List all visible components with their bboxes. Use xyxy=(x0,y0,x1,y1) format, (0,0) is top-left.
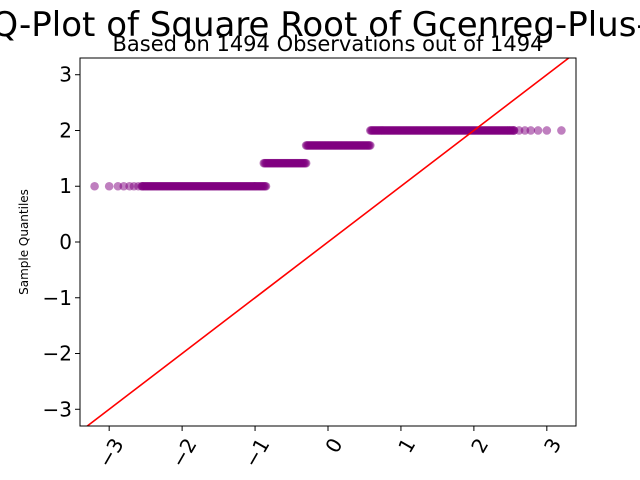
y-tick-label: 0 xyxy=(59,230,72,254)
y-axis: −3 −2 −1 0 1 2 3 xyxy=(43,63,80,421)
y-tick-label: −1 xyxy=(43,286,72,310)
x-axis: −3 −2 −1 0 1 2 3 xyxy=(93,426,566,472)
y-tick-label: 1 xyxy=(59,174,72,198)
scatter-points xyxy=(90,126,566,191)
x-tick-label: −2 xyxy=(166,434,202,472)
x-tick-label: 1 xyxy=(393,434,420,457)
y-tick-label: 2 xyxy=(59,118,72,142)
y-tick-label: −2 xyxy=(43,342,72,366)
data-point xyxy=(526,126,536,135)
data-point xyxy=(557,126,566,135)
data-point xyxy=(104,181,114,191)
x-tick-label: 3 xyxy=(539,434,566,457)
data-point xyxy=(542,126,552,135)
chart-title: Q-Plot of Square Root of Gcenreg-Plus- xyxy=(0,5,640,45)
data-point xyxy=(509,126,519,135)
data-point xyxy=(366,141,375,150)
x-tick-label: 2 xyxy=(466,434,493,457)
data-point xyxy=(90,181,99,191)
x-tick-label: 0 xyxy=(320,434,347,457)
y-tick-label: 3 xyxy=(59,63,72,87)
data-point xyxy=(261,181,271,191)
x-tick-label: −3 xyxy=(93,434,129,472)
y-tick-label: −3 xyxy=(43,397,72,421)
data-point xyxy=(301,158,311,168)
chart-subtitle: Based on 1494 Observations out of 1494 xyxy=(112,32,543,56)
y-axis-label: Sample Quantiles xyxy=(17,189,31,295)
data-point xyxy=(533,126,543,135)
x-tick-label: −1 xyxy=(239,434,275,472)
reference-line xyxy=(85,58,571,426)
